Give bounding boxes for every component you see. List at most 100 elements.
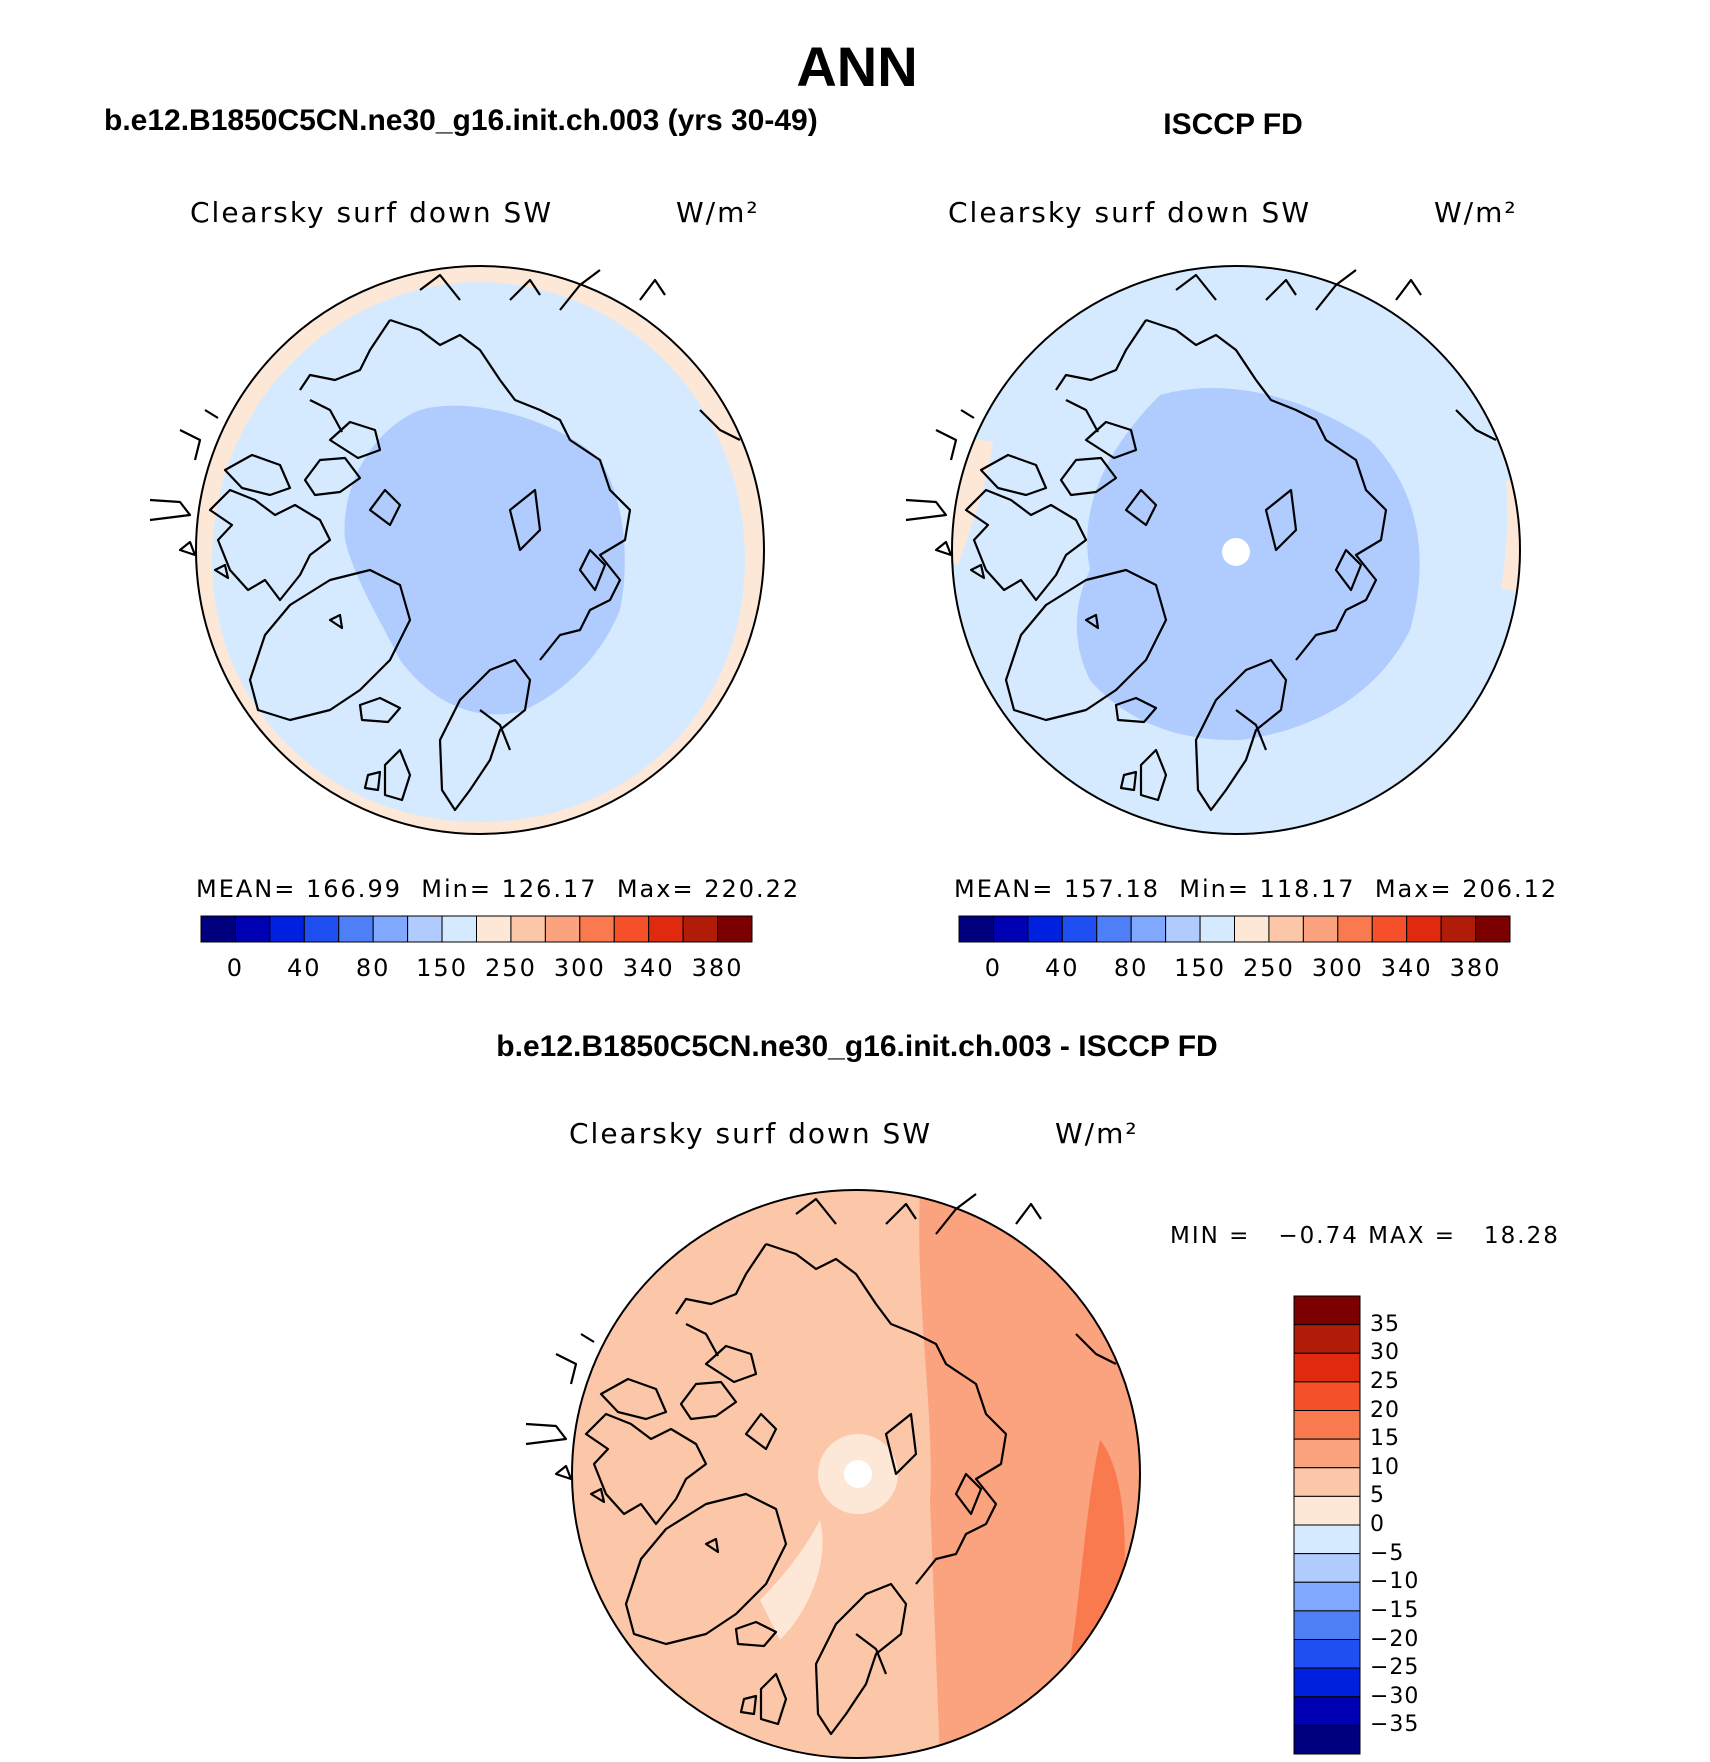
colorbar-tick-label: −20 <box>1370 1626 1420 1652</box>
colorbar-tick-label: 35 <box>1370 1311 1400 1337</box>
panel2-min-value: 118.17 <box>1259 875 1356 903</box>
colorbar-swatch <box>1293 1381 1361 1411</box>
colorbar-panel2 <box>958 915 1511 943</box>
colorbar-panel1 <box>200 915 753 943</box>
panel2-max-value: 206.12 <box>1462 875 1559 903</box>
colorbar-tick-label: 30 <box>1370 1340 1400 1366</box>
colorbar-tick-label: 150 <box>1174 954 1226 982</box>
panel1-stats: MEAN= 166.99 Min= 126.17 Max= 220.22 <box>196 875 800 903</box>
colorbar-tick-label: 250 <box>485 954 537 982</box>
colorbar-swatch <box>613 915 650 943</box>
colorbar-swatch <box>1096 915 1132 943</box>
colorbar-swatch <box>1293 1467 1361 1497</box>
colorbar-swatch <box>1440 915 1477 943</box>
colorbar-tick-label: 150 <box>416 954 468 982</box>
colorbar-tick-label: 15 <box>1370 1426 1400 1452</box>
colorbar-swatch <box>717 915 753 943</box>
colorbar-swatch <box>1061 915 1098 943</box>
colorbar-tick-label: 300 <box>1311 954 1364 982</box>
panel2-units: W/m² <box>1434 196 1518 229</box>
colorbar-swatch <box>1293 1553 1361 1583</box>
diff-header: b.e12.B1850C5CN.ne30_g16.init.ch.003 - I… <box>496 1030 1218 1063</box>
colorbar-tick-label: 10 <box>1370 1454 1400 1480</box>
colorbar-swatch <box>1293 1524 1361 1555</box>
colorbar-swatch <box>441 915 477 943</box>
colorbar-tick-label: 380 <box>691 954 744 982</box>
panel1-variable: Clearsky surf down SW <box>190 196 554 229</box>
colorbar-swatch <box>234 915 271 943</box>
colorbar-tick-label: 380 <box>1449 954 1502 982</box>
panel2-variable: Clearsky surf down SW <box>948 196 1312 229</box>
colorbar-swatch <box>1293 1438 1361 1469</box>
panel2-mean-value: 157.18 <box>1064 875 1160 903</box>
colorbar-swatch <box>1371 915 1408 943</box>
colorbar-tick-label: 20 <box>1370 1397 1400 1423</box>
map-observed <box>904 265 1521 835</box>
panel1-min-label: Min= <box>421 875 492 903</box>
colorbar-tick-label: 300 <box>553 954 606 982</box>
colorbar-tick-label: 340 <box>622 954 675 982</box>
colorbar-swatch <box>1293 1410 1361 1440</box>
colorbar-swatch <box>1337 915 1373 943</box>
colorbar-swatch <box>407 915 443 943</box>
diff-min-label: MIN = <box>1170 1223 1251 1249</box>
colorbar-tick-label: 40 <box>287 954 322 982</box>
panel1-units: W/m² <box>676 196 760 229</box>
panel2-header: ISCCP FD <box>1163 108 1303 141</box>
colorbar-swatch <box>1475 915 1511 943</box>
colorbar-swatch <box>1130 915 1167 943</box>
colorbar-tick-label: −10 <box>1370 1569 1420 1595</box>
colorbar-swatch <box>1293 1639 1361 1669</box>
colorbar-swatch <box>1293 1667 1361 1698</box>
colorbar-tick-label: 0 <box>226 954 245 982</box>
panel1-max-label: Max= <box>616 875 695 903</box>
colorbar-tick-label: −15 <box>1370 1597 1420 1623</box>
colorbar-difference <box>1293 1295 1361 1755</box>
colorbar-swatch <box>544 915 581 943</box>
map-model <box>148 265 765 835</box>
colorbar-swatch <box>476 915 512 943</box>
colorbar-swatch <box>992 915 1029 943</box>
colorbar-tick-label: −30 <box>1370 1683 1420 1709</box>
map-difference <box>524 1189 1141 1759</box>
page-title: ANN <box>796 35 918 98</box>
colorbar-swatch <box>1293 1696 1361 1726</box>
diff-min-value: −0.74 <box>1278 1223 1359 1249</box>
colorbar-swatch <box>1199 915 1235 943</box>
colorbar-tick-label: 250 <box>1243 954 1295 982</box>
diff-variable: Clearsky surf down SW <box>569 1117 933 1150</box>
colorbar-swatch <box>1302 915 1339 943</box>
colorbar-swatch <box>1293 1610 1361 1640</box>
colorbar-tick-label: 80 <box>1113 954 1149 982</box>
colorbar-tick-label: 340 <box>1380 954 1433 982</box>
panel1-mean-value: 166.99 <box>306 875 402 903</box>
colorbar-swatch <box>958 915 994 943</box>
diff-units: W/m² <box>1055 1117 1139 1150</box>
colorbar-swatch <box>372 915 409 943</box>
panel2-max-label: Max= <box>1374 875 1453 903</box>
colorbar-tick-label: 5 <box>1370 1483 1385 1509</box>
colorbar-swatch <box>1293 1352 1361 1383</box>
colorbar-swatch <box>200 915 236 943</box>
colorbar-swatch <box>1293 1581 1361 1612</box>
panel1-header: b.e12.B1850C5CN.ne30_g16.init.ch.003 (yr… <box>104 104 818 137</box>
colorbar-swatch <box>1293 1495 1361 1526</box>
colorbar-tick-label: −35 <box>1370 1712 1420 1738</box>
colorbar-swatch <box>303 915 340 943</box>
colorbar-swatch <box>1165 915 1201 943</box>
colorbar-tick-label: 25 <box>1370 1368 1400 1394</box>
panel1-min-value: 126.17 <box>501 875 598 903</box>
colorbar-swatch <box>648 915 684 943</box>
colorbar-swatch <box>269 915 305 943</box>
colorbar-swatch <box>1268 915 1304 943</box>
colorbar-swatch <box>682 915 719 943</box>
diff-stats: MIN = −0.74 MAX = 18.28 <box>1170 1223 1560 1249</box>
colorbar-swatch <box>510 915 546 943</box>
colorbar-swatch <box>338 915 374 943</box>
panel2-mean-label: MEAN= <box>954 875 1055 903</box>
colorbar-swatch <box>1027 915 1063 943</box>
panel1-mean-label: MEAN= <box>196 875 297 903</box>
colorbar-swatch <box>579 915 615 943</box>
colorbar-tick-label: 0 <box>1370 1512 1385 1537</box>
